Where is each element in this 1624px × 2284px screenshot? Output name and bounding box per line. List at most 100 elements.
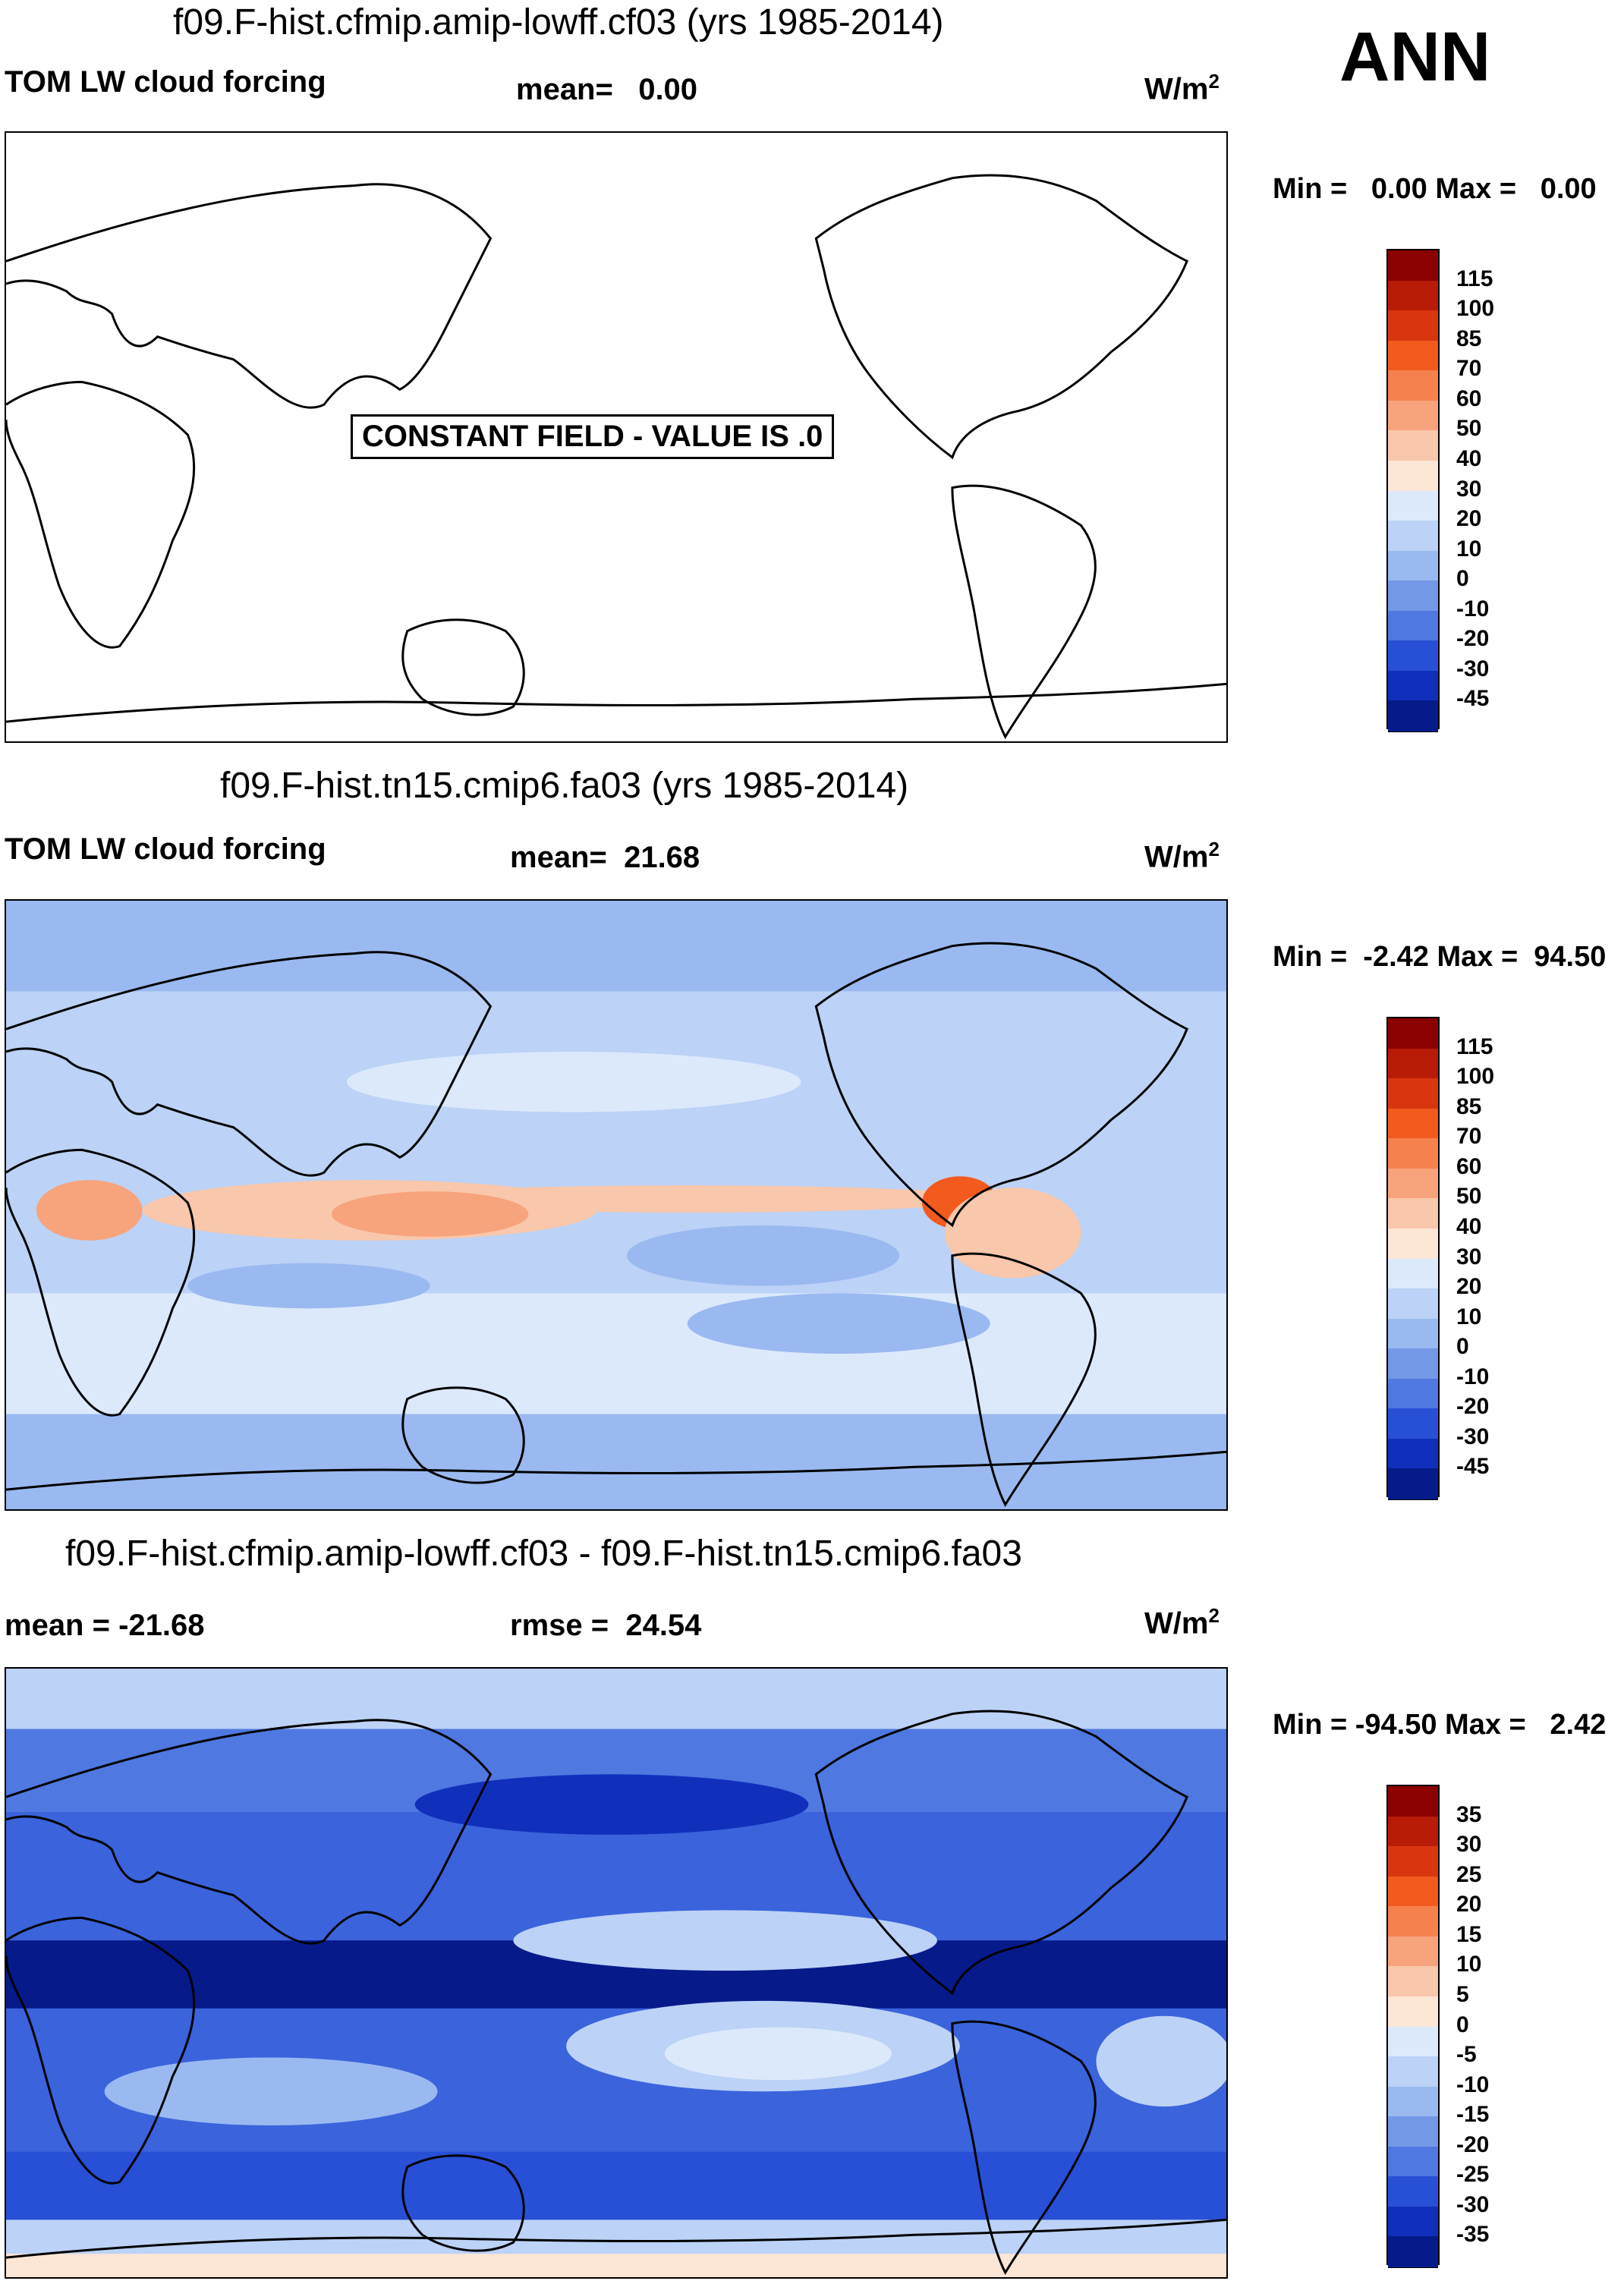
colorbar-level-label: -35 [1456, 2222, 1490, 2248]
units-exponent: 2 [1208, 1604, 1220, 1627]
colorbar-swatch [1388, 1786, 1438, 1818]
colorbar-level-label: 60 [1456, 1153, 1482, 1179]
colorbar-level-label: 50 [1456, 416, 1482, 442]
units-text: W/m [1144, 840, 1209, 874]
africa-max [36, 1180, 143, 1241]
midlat-band-south [6, 1293, 1226, 1414]
colorbar-level-label: 70 [1456, 356, 1482, 382]
colorbar-swatch [1388, 2146, 1438, 2178]
colorbar-swatch [1388, 2056, 1438, 2088]
colorbar-swatch [1388, 460, 1438, 492]
se-pacific-lighter [664, 2027, 892, 2081]
colorbar-swatch [1388, 280, 1438, 312]
colorbar-swatch [1388, 580, 1438, 612]
panel3-units: W/m2 [1144, 1604, 1220, 1641]
colorbar-swatch [1388, 1048, 1438, 1080]
colorbar-swatch [1388, 1966, 1438, 1998]
units-text: W/m [1144, 72, 1209, 106]
colorbar-swatch [1388, 490, 1438, 522]
colorbar-swatch [1388, 1936, 1438, 1968]
panel1-units: W/m2 [1144, 70, 1220, 106]
panel2-units: W/m2 [1144, 838, 1220, 874]
colorbar-swatch [1388, 1876, 1438, 1908]
dry-s-indian [187, 1263, 430, 1309]
colorbar-level-label: 115 [1456, 1033, 1493, 1059]
units-exponent: 2 [1208, 70, 1220, 93]
colorbar-level-label: 50 [1456, 1184, 1482, 1210]
panel3-field [6, 1669, 1226, 2277]
colorbar-level-label: -20 [1456, 1394, 1490, 1420]
colorbar-level-label: 115 [1456, 266, 1493, 291]
central-pacific-light [513, 1910, 937, 1971]
colorbar-swatch [1388, 1258, 1438, 1290]
colorbar-swatch [1388, 1438, 1438, 1470]
colorbar-swatches [1388, 250, 1438, 732]
colorbar-swatch [1388, 1906, 1438, 1938]
colorbar-swatch [1388, 670, 1438, 702]
colorbar-swatch [1388, 1228, 1438, 1260]
constant-field-note: CONSTANT FIELD - VALUE IS .0 [351, 414, 835, 459]
maritime-continent [331, 1191, 529, 1237]
panel2-left-label: TOM LW cloud forcing [5, 832, 326, 866]
colorbar-level-label: -10 [1456, 596, 1490, 621]
southern-ocean-band [6, 2151, 1226, 2220]
amazon-broad [944, 1188, 1081, 1279]
colorbar-swatch [1388, 2026, 1438, 2058]
colorbar-level-label: 40 [1456, 1213, 1482, 1239]
colorbar-level-label: -45 [1456, 1454, 1490, 1480]
colorbar-level-label: -20 [1456, 2131, 1490, 2157]
coast-eurasia [6, 951, 493, 1177]
coast-north-america [814, 174, 1189, 460]
panel1-minmax: Min = 0.00 Max = 0.00 [1273, 173, 1597, 205]
colorbar-level-label: 10 [1456, 536, 1482, 562]
colorbar-level-label: -10 [1456, 1364, 1490, 1389]
coast-eurasia [6, 1719, 493, 1945]
colorbar-swatch [1388, 310, 1438, 342]
colorbar-level-label: 85 [1456, 326, 1482, 351]
season-label: ANN [1339, 18, 1491, 96]
colorbar-level-label: 20 [1456, 506, 1482, 532]
coast-antarctica [6, 1450, 1226, 1491]
coast-australia [401, 1386, 525, 1484]
panel2-title: f09.F-hist.tn15.cmip6.fa03 (yrs 1985-201… [220, 766, 909, 806]
colorbar-swatch [1388, 2086, 1438, 2118]
panel3-colorbar-frame [1386, 1785, 1440, 2268]
colorbar-swatch [1388, 340, 1438, 372]
panel2-colorbar-frame [1386, 1017, 1440, 1500]
colorbar-swatch [1388, 1816, 1438, 1848]
colorbar-level-label: 0 [1456, 566, 1469, 592]
colorbar-swatch [1388, 1288, 1438, 1320]
s-atlantic-light [1096, 2015, 1226, 2107]
panel3-map [5, 1667, 1228, 2279]
colorbar-level-label: 5 [1456, 1981, 1469, 2007]
colorbar-swatch [1388, 1318, 1438, 1350]
colorbar-level-label: 30 [1456, 1832, 1482, 1858]
colorbar-swatches [1388, 1786, 1438, 2268]
colorbar-level-label: -30 [1456, 1424, 1490, 1449]
panel1-coastlines [6, 174, 1226, 740]
colorbar-level-label: 30 [1456, 476, 1482, 502]
colorbar-level-label: -30 [1456, 656, 1490, 681]
colorbar-level-label: -5 [1456, 2042, 1477, 2068]
colorbar-level-label: 60 [1456, 385, 1482, 411]
colorbar-swatch [1388, 1846, 1438, 1878]
colorbar-swatch [1388, 1468, 1438, 1500]
dry-east-pacific [626, 1225, 900, 1286]
colorbar-swatch [1388, 521, 1438, 552]
panel2-minmax: Min = -2.42 Max = 94.50 [1273, 941, 1607, 973]
colorbar-level-label: 100 [1456, 1064, 1495, 1090]
panel1-title: f09.F-hist.cfmip.amip-lowff.cf03 (yrs 19… [173, 2, 944, 42]
colorbar-level-label: 35 [1456, 1801, 1482, 1827]
coast-eurasia [6, 183, 493, 409]
colorbar-level-label: -45 [1456, 686, 1490, 712]
southern-band [6, 1414, 1226, 1509]
colorbar-swatches [1388, 1018, 1438, 1500]
panel2-colorbar: 115 100 85 70 60 50 40 30 20 10 0 -10 -20 -30 -45 [1386, 1017, 1494, 1500]
colorbar-swatch [1388, 1108, 1438, 1140]
coast-africa [6, 1916, 196, 2185]
coast-south-america [951, 2020, 1097, 2276]
coast-north-america [814, 942, 1189, 1228]
colorbar-swatch [1388, 1138, 1438, 1170]
coast-africa [6, 1148, 196, 1417]
panel1-mean: mean= 0.00 [516, 73, 698, 106]
